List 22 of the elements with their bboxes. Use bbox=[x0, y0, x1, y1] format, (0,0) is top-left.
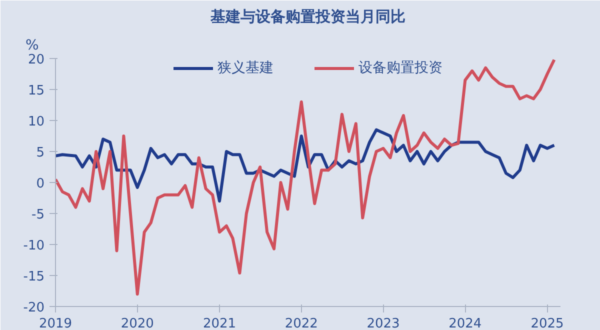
line-series bbox=[56, 128, 556, 203]
y-tick-label: -10 bbox=[23, 238, 44, 254]
y-tick-label: 10 bbox=[28, 114, 45, 130]
legend-label: 设备购置投资 bbox=[358, 59, 442, 77]
y-tick-label: 5 bbox=[36, 146, 45, 160]
line-series bbox=[56, 58, 556, 296]
x-tick-label: 2021 bbox=[202, 316, 236, 330]
x-tick-label: 2023 bbox=[366, 316, 400, 330]
legend-label: 狭义基建 bbox=[218, 59, 274, 77]
y-tick-label: 15 bbox=[28, 84, 45, 98]
x-tick-label: 2022 bbox=[284, 316, 318, 330]
y-tick-label: 0 bbox=[36, 176, 45, 192]
y-tick-label: 20 bbox=[28, 52, 45, 68]
x-tick-label: 2019 bbox=[38, 316, 72, 330]
x-tick-label: 2025 bbox=[530, 316, 564, 330]
y-tick-label: -20 bbox=[23, 300, 44, 316]
x-tick-label: 2024 bbox=[448, 316, 482, 330]
y-axis-title: % bbox=[26, 38, 39, 54]
y-tick-label: -5 bbox=[32, 208, 45, 222]
x-tick-label: 2020 bbox=[120, 316, 154, 330]
y-tick-label: -15 bbox=[23, 270, 44, 284]
chart-title: 基建与设备购置投资当月同比 bbox=[210, 8, 406, 26]
